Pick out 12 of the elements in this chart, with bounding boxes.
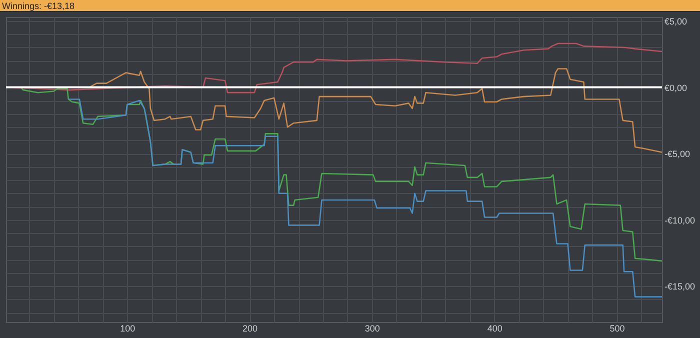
- y-tick-label: -€10,00: [664, 215, 696, 226]
- y-tick-label: €0,00: [664, 82, 688, 93]
- x-tick-label: 400: [487, 324, 502, 334]
- y-tick-label: -€5,00: [664, 149, 690, 160]
- chart-title: Winnings: -€13,18: [0, 0, 700, 12]
- line-series: [68, 98, 663, 298]
- x-tick-label: 100: [120, 324, 136, 334]
- y-tick-label: €5,00: [664, 16, 688, 26]
- y-tick-label: -€15,00: [664, 282, 696, 292]
- x-tick-label: 300: [364, 324, 380, 334]
- x-tick-label: 500: [610, 324, 625, 334]
- x-tick-label: 200: [242, 324, 258, 334]
